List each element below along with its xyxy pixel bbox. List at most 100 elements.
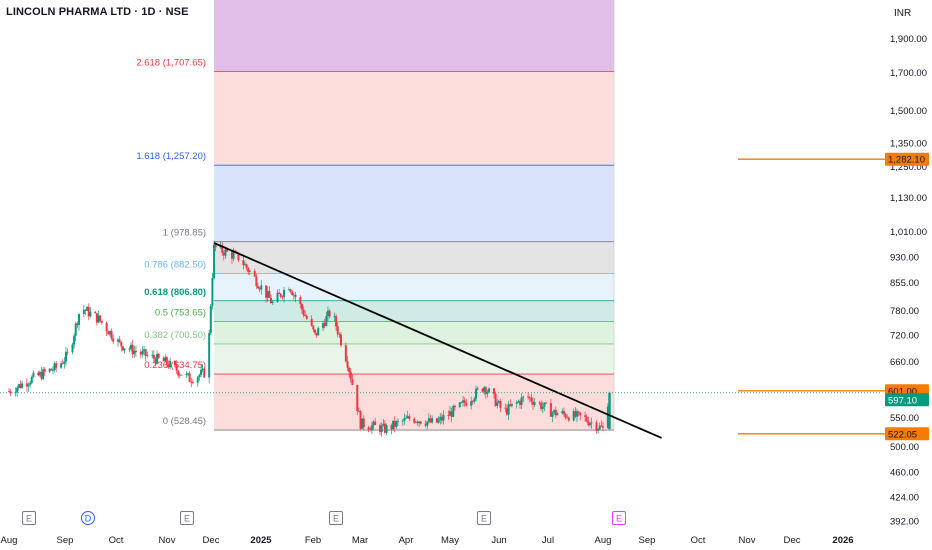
candle-body bbox=[532, 401, 535, 405]
candle-body bbox=[408, 416, 411, 419]
candle-body bbox=[268, 290, 271, 298]
candle-body bbox=[27, 384, 30, 387]
candle-body bbox=[55, 363, 58, 368]
chart-title: LINCOLN PHARMA LTD · 1D · NSE bbox=[6, 6, 189, 18]
earnings-marker-label: E bbox=[184, 514, 190, 524]
candle-body bbox=[325, 316, 328, 327]
fib-level-label: 0.5 (753.65) bbox=[155, 308, 206, 319]
candle-body bbox=[222, 252, 225, 256]
candle-body bbox=[336, 326, 339, 335]
candle-body bbox=[230, 251, 233, 259]
candle-body bbox=[429, 418, 432, 423]
candle-body bbox=[401, 420, 404, 422]
candle-body bbox=[595, 422, 598, 431]
candle-body bbox=[419, 421, 422, 424]
candle-body bbox=[73, 335, 76, 345]
candle-last bbox=[608, 392, 611, 430]
candle-body bbox=[144, 349, 147, 356]
candle-body bbox=[94, 311, 97, 314]
fib-level-label: 1 (978.85) bbox=[163, 228, 206, 239]
x-tick-label: Apr bbox=[399, 535, 414, 546]
candle-body bbox=[287, 289, 290, 291]
candle-body bbox=[588, 423, 591, 426]
candle-body bbox=[470, 401, 473, 406]
candle-body bbox=[545, 402, 548, 404]
candle-body bbox=[439, 416, 442, 420]
candle-body bbox=[379, 425, 382, 433]
candle-body bbox=[356, 384, 359, 412]
candle-body bbox=[315, 332, 318, 336]
candle-body bbox=[538, 402, 541, 404]
candle-body bbox=[50, 368, 53, 371]
earnings-marker-label: E bbox=[26, 514, 32, 524]
candle-body bbox=[177, 370, 180, 376]
candle-body bbox=[462, 400, 465, 403]
earnings-marker bbox=[329, 511, 343, 525]
candle-body bbox=[300, 304, 303, 310]
earnings-marker bbox=[22, 511, 36, 525]
currency-label[interactable]: INR bbox=[894, 8, 912, 19]
candle-body bbox=[587, 421, 590, 426]
candle-body bbox=[574, 411, 577, 417]
x-tick-label: Dec bbox=[784, 535, 801, 546]
price-tag bbox=[885, 427, 929, 441]
candle-body bbox=[208, 333, 211, 378]
candle-body bbox=[383, 423, 386, 433]
candle-body bbox=[346, 361, 349, 368]
candle-body bbox=[519, 401, 522, 405]
candle-body bbox=[128, 348, 131, 350]
x-tick-label: Sep bbox=[57, 535, 74, 546]
earnings-marker-label: E bbox=[616, 514, 622, 524]
candle-body bbox=[51, 369, 54, 371]
y-tick-label: 1,010.00 bbox=[890, 227, 927, 238]
earnings-marker bbox=[477, 511, 491, 525]
candle-body bbox=[584, 415, 587, 417]
candle-body bbox=[146, 355, 149, 357]
candle-body bbox=[211, 278, 214, 306]
candle-body bbox=[242, 260, 245, 266]
fib-zone bbox=[214, 300, 614, 322]
candle-body bbox=[178, 374, 181, 376]
candle-body bbox=[496, 402, 499, 406]
candle-body bbox=[497, 401, 500, 403]
candle-body bbox=[278, 292, 281, 294]
candle-body bbox=[326, 310, 329, 317]
candle-body bbox=[123, 348, 126, 351]
candle-body bbox=[191, 382, 194, 384]
candle-body bbox=[382, 423, 385, 426]
candle-body bbox=[162, 357, 165, 362]
candle-body bbox=[473, 398, 476, 402]
candle-body bbox=[157, 353, 160, 358]
fib-level-label: 0.786 (882.50) bbox=[144, 259, 206, 270]
candle-body bbox=[452, 405, 455, 417]
y-tick-label: 855.00 bbox=[890, 278, 919, 289]
candle-body bbox=[492, 388, 495, 394]
candle-body bbox=[509, 404, 512, 406]
candle-body bbox=[283, 289, 286, 298]
y-tick-label: 1,700.00 bbox=[890, 68, 927, 79]
candle-body bbox=[17, 384, 20, 388]
candle-body bbox=[556, 413, 559, 416]
candle-body bbox=[351, 379, 354, 385]
candle-body bbox=[213, 244, 216, 279]
candle-body bbox=[203, 368, 206, 378]
dividend-marker-label: D bbox=[85, 514, 92, 524]
candle-body bbox=[543, 402, 546, 407]
candle-body bbox=[437, 419, 440, 423]
x-tick-label: Mar bbox=[352, 535, 368, 546]
candle-body bbox=[431, 418, 434, 423]
candle-body bbox=[465, 403, 468, 406]
x-tick-label: Jul bbox=[542, 535, 554, 546]
candle-body bbox=[305, 315, 308, 319]
candle-body bbox=[232, 252, 235, 259]
candle-body bbox=[180, 374, 183, 376]
candle-body bbox=[200, 369, 203, 375]
candle-body bbox=[185, 373, 188, 376]
candle-body bbox=[424, 423, 427, 426]
candle-body bbox=[175, 365, 178, 371]
fib-zone-top bbox=[214, 0, 614, 72]
fib-level-label: 1.618 (1,257.20) bbox=[136, 151, 206, 162]
candle-body bbox=[164, 357, 167, 362]
candle-body bbox=[201, 368, 204, 370]
